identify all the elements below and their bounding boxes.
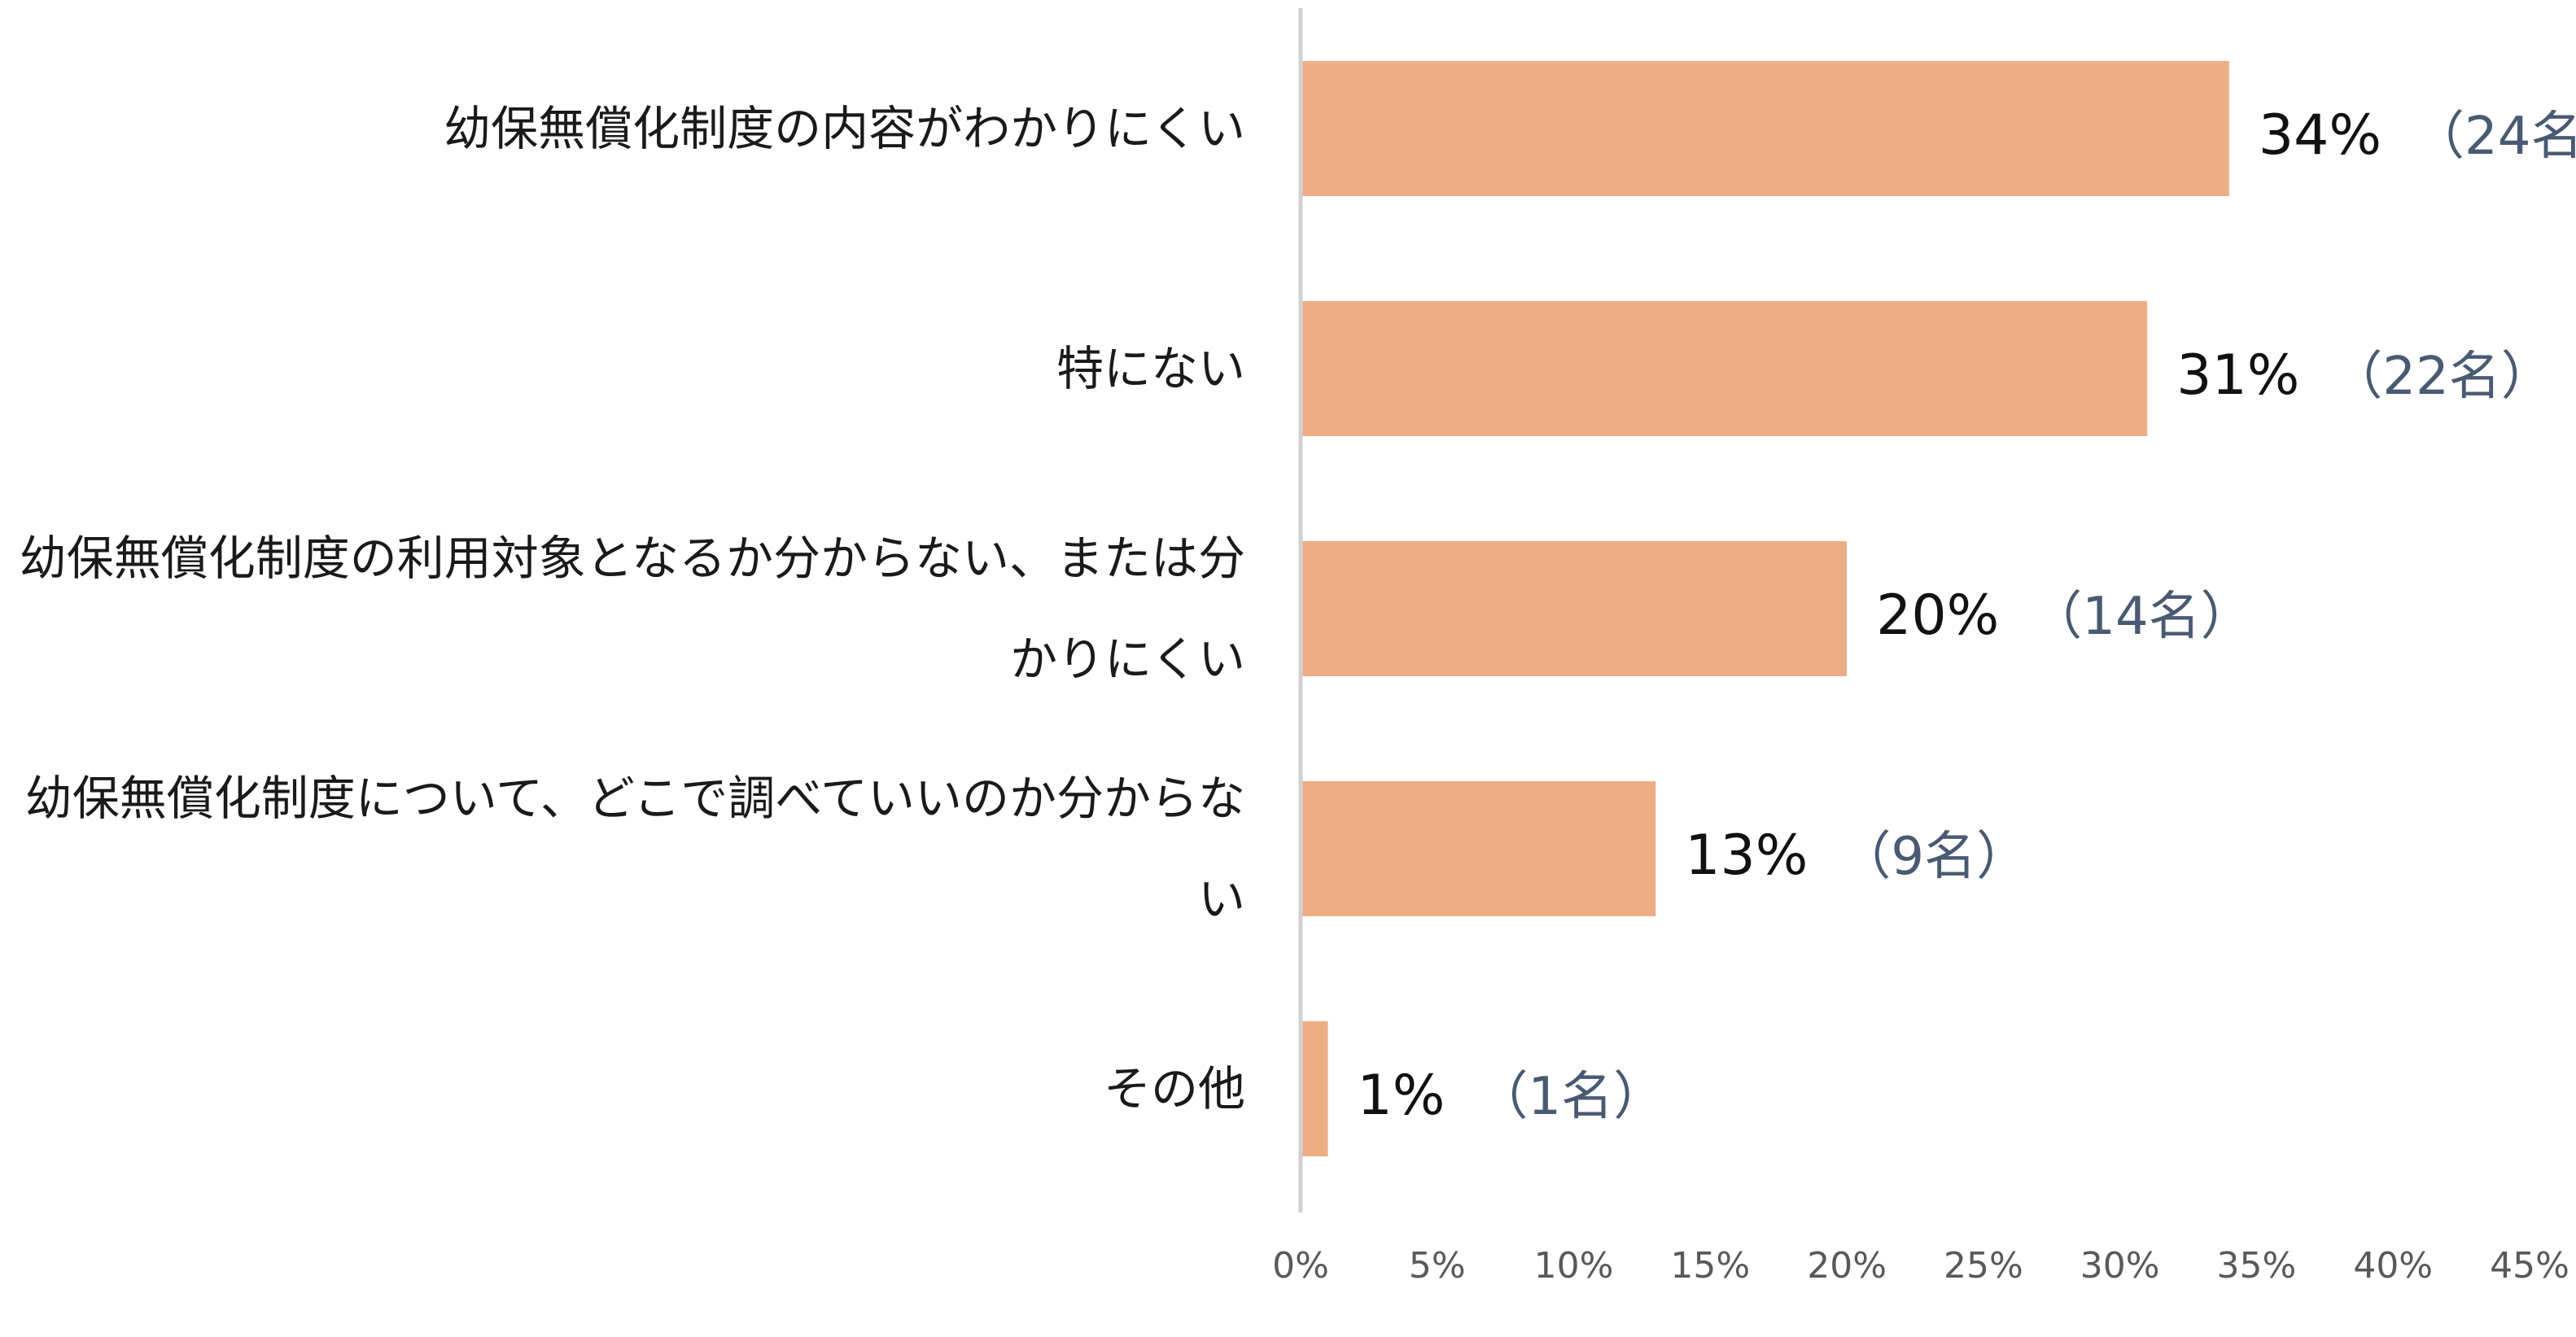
count-label-1: （22名） (2330, 347, 2553, 407)
percent-label-1: 31% (2176, 343, 2300, 408)
bar-0 (1301, 61, 2229, 196)
percent-label-4: 1% (1357, 1064, 1445, 1128)
value-label-4: 1% （1名） (1358, 1055, 1666, 1129)
category-label-2: 幼保無償化制度の利用対象となるか分からない、または分かりにくい (19, 531, 1245, 687)
count-label-4: （1名） (1476, 1067, 1666, 1127)
bar-4 (1301, 1021, 1328, 1156)
percent-label-2: 20% (1876, 583, 2000, 648)
x-tick-label-7: 35% (2216, 1245, 2297, 1287)
x-tick-label-1: 5% (1408, 1245, 1466, 1287)
x-tick-label-0: 0% (1272, 1245, 1329, 1287)
value-label-1: 31% （22名） (2176, 334, 2553, 409)
bar-2 (1301, 541, 1848, 676)
bar-3 (1301, 781, 1656, 916)
x-tick-label-6: 30% (2080, 1245, 2160, 1287)
x-tick-label-2: 10% (1533, 1245, 1614, 1287)
category-label-3: 幼保無償化制度について、どこで調べていいのか分からない (24, 771, 1245, 927)
count-label-2: （14名） (2030, 587, 2253, 647)
value-label-3: 13% （9名） (1685, 815, 2028, 889)
x-tick-label-9: 45% (2490, 1245, 2569, 1287)
bar-1 (1301, 301, 2148, 436)
x-tick-label-4: 20% (1807, 1245, 1887, 1287)
x-tick-label-5: 25% (1943, 1245, 2023, 1287)
count-label-0: （24名） (2412, 107, 2576, 167)
x-tick-label-8: 40% (2353, 1245, 2434, 1287)
value-label-0: 34% （24名） (2259, 94, 2576, 169)
percent-label-3: 13% (1685, 824, 1808, 888)
bars-group (1301, 61, 2229, 1156)
category-label-4: その他 (1103, 1061, 1245, 1116)
value-label-2: 20% （14名） (1876, 575, 2253, 649)
category-label-1: 特にない (1056, 341, 1245, 396)
percent-label-0: 34% (2258, 103, 2382, 168)
category-label-0: 幼保無償化制度の内容がわかりにくい (444, 101, 1245, 156)
count-label-3: （9名） (1839, 827, 2029, 887)
x-tick-label-3: 15% (1670, 1245, 1751, 1287)
